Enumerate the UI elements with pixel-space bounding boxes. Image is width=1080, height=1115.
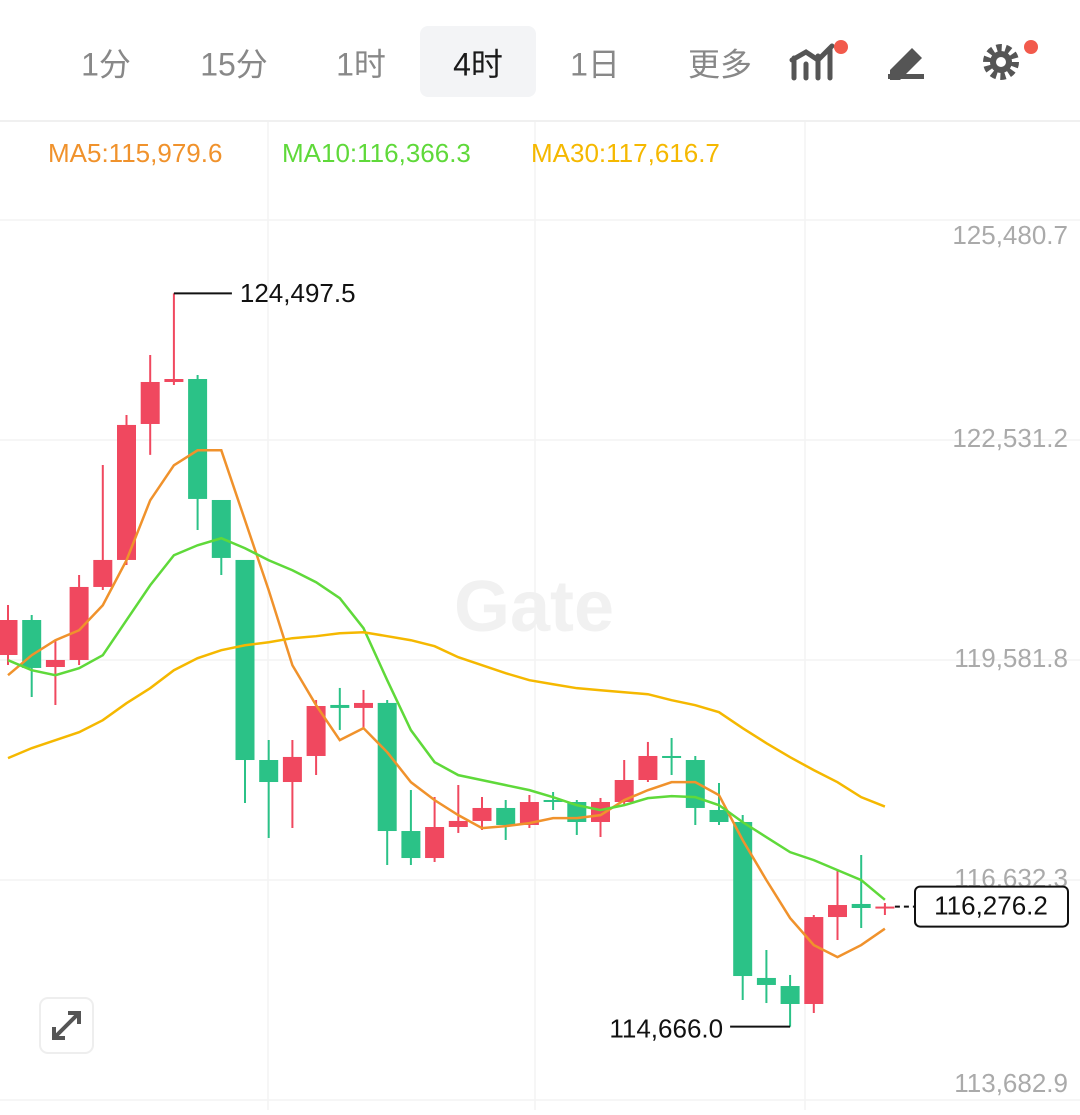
candle-body [638, 755, 658, 781]
watermark: Gate [454, 567, 614, 647]
candle-body [188, 379, 208, 499]
ma-legend: MA5:115,979.6 [48, 138, 222, 168]
tab[interactable]: 15分 [200, 46, 268, 82]
candle-body [614, 780, 634, 803]
candle-body [93, 559, 113, 587]
candle-body [591, 802, 610, 822]
candle-body [235, 559, 255, 761]
y-tick-label: 125,480.7 [952, 220, 1068, 250]
candle-body [117, 424, 136, 560]
ma-line [7, 449, 886, 959]
tab[interactable]: 1分 [81, 46, 131, 82]
last-price-box [914, 885, 1069, 928]
candle-body [496, 807, 516, 825]
high-label: 124,497.5 [240, 278, 356, 308]
ma-line [7, 536, 886, 901]
candle-body [0, 620, 18, 655]
candle-body [164, 379, 184, 382]
low-label: 114,666.0 [609, 1014, 723, 1044]
candle-body [425, 826, 445, 859]
candle-body [875, 906, 895, 909]
y-tick-label: 122,531.2 [952, 423, 1068, 453]
candle-body [851, 903, 871, 908]
candle-body [330, 704, 350, 708]
candle-body [472, 807, 492, 821]
tabs: 1分 15分 1时 4时 1日 更多 [81, 46, 752, 82]
active-tab-bg [420, 26, 536, 97]
candle-body [45, 659, 65, 667]
candle-body [543, 799, 563, 803]
candle-body [259, 760, 279, 783]
candle-body [804, 917, 824, 1004]
settings-icon[interactable] [983, 40, 1038, 80]
candle-body [733, 821, 753, 977]
draw-icon[interactable] [888, 48, 924, 80]
candle-body [140, 381, 160, 424]
candle-body [519, 802, 539, 825]
candle-body [282, 756, 302, 783]
tab[interactable]: 更多 [688, 46, 752, 82]
tab[interactable]: 1时 [336, 46, 386, 82]
y-tick-label: 119,581.8 [954, 643, 1068, 673]
candle-body [22, 620, 42, 668]
candle-body [662, 755, 682, 758]
candle-body [448, 820, 468, 827]
candle-body [69, 586, 89, 660]
ma-legend: MA10:116,366.3 [282, 138, 471, 168]
indicator-icon[interactable] [789, 40, 848, 81]
tab[interactable]: 4时 [453, 46, 503, 82]
candle-body [211, 499, 231, 558]
candle-body [401, 831, 421, 859]
y-tick-label: 113,682.9 [954, 1068, 1068, 1098]
tab[interactable]: 1日 [570, 46, 620, 82]
candle-body [377, 702, 397, 832]
candle-body [780, 986, 800, 1004]
candle-body [306, 706, 326, 756]
candle-body [685, 760, 705, 808]
candle-body [828, 905, 847, 918]
ma-line [7, 630, 886, 808]
candle-body [756, 977, 776, 985]
last-price-label: 116,276.2 [934, 890, 1048, 920]
candle-body [354, 702, 373, 708]
expand-button[interactable] [39, 997, 94, 1054]
candle-body [709, 809, 729, 822]
ma-legend: MA30:117,616.7 [531, 138, 720, 168]
plot: 113,682.9116,632.3119,581.8122,531.2125,… [0, 219, 1080, 1101]
